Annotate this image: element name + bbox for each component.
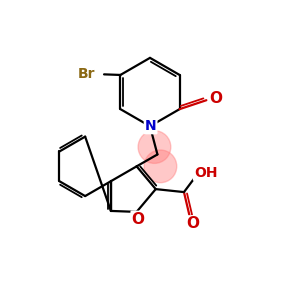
Text: O: O (209, 91, 222, 106)
Circle shape (138, 131, 171, 164)
Text: Br: Br (78, 68, 96, 81)
Text: O: O (132, 212, 145, 227)
Text: OH: OH (194, 166, 218, 180)
Text: O: O (186, 216, 199, 231)
Text: N: N (145, 119, 156, 133)
Circle shape (144, 150, 177, 183)
